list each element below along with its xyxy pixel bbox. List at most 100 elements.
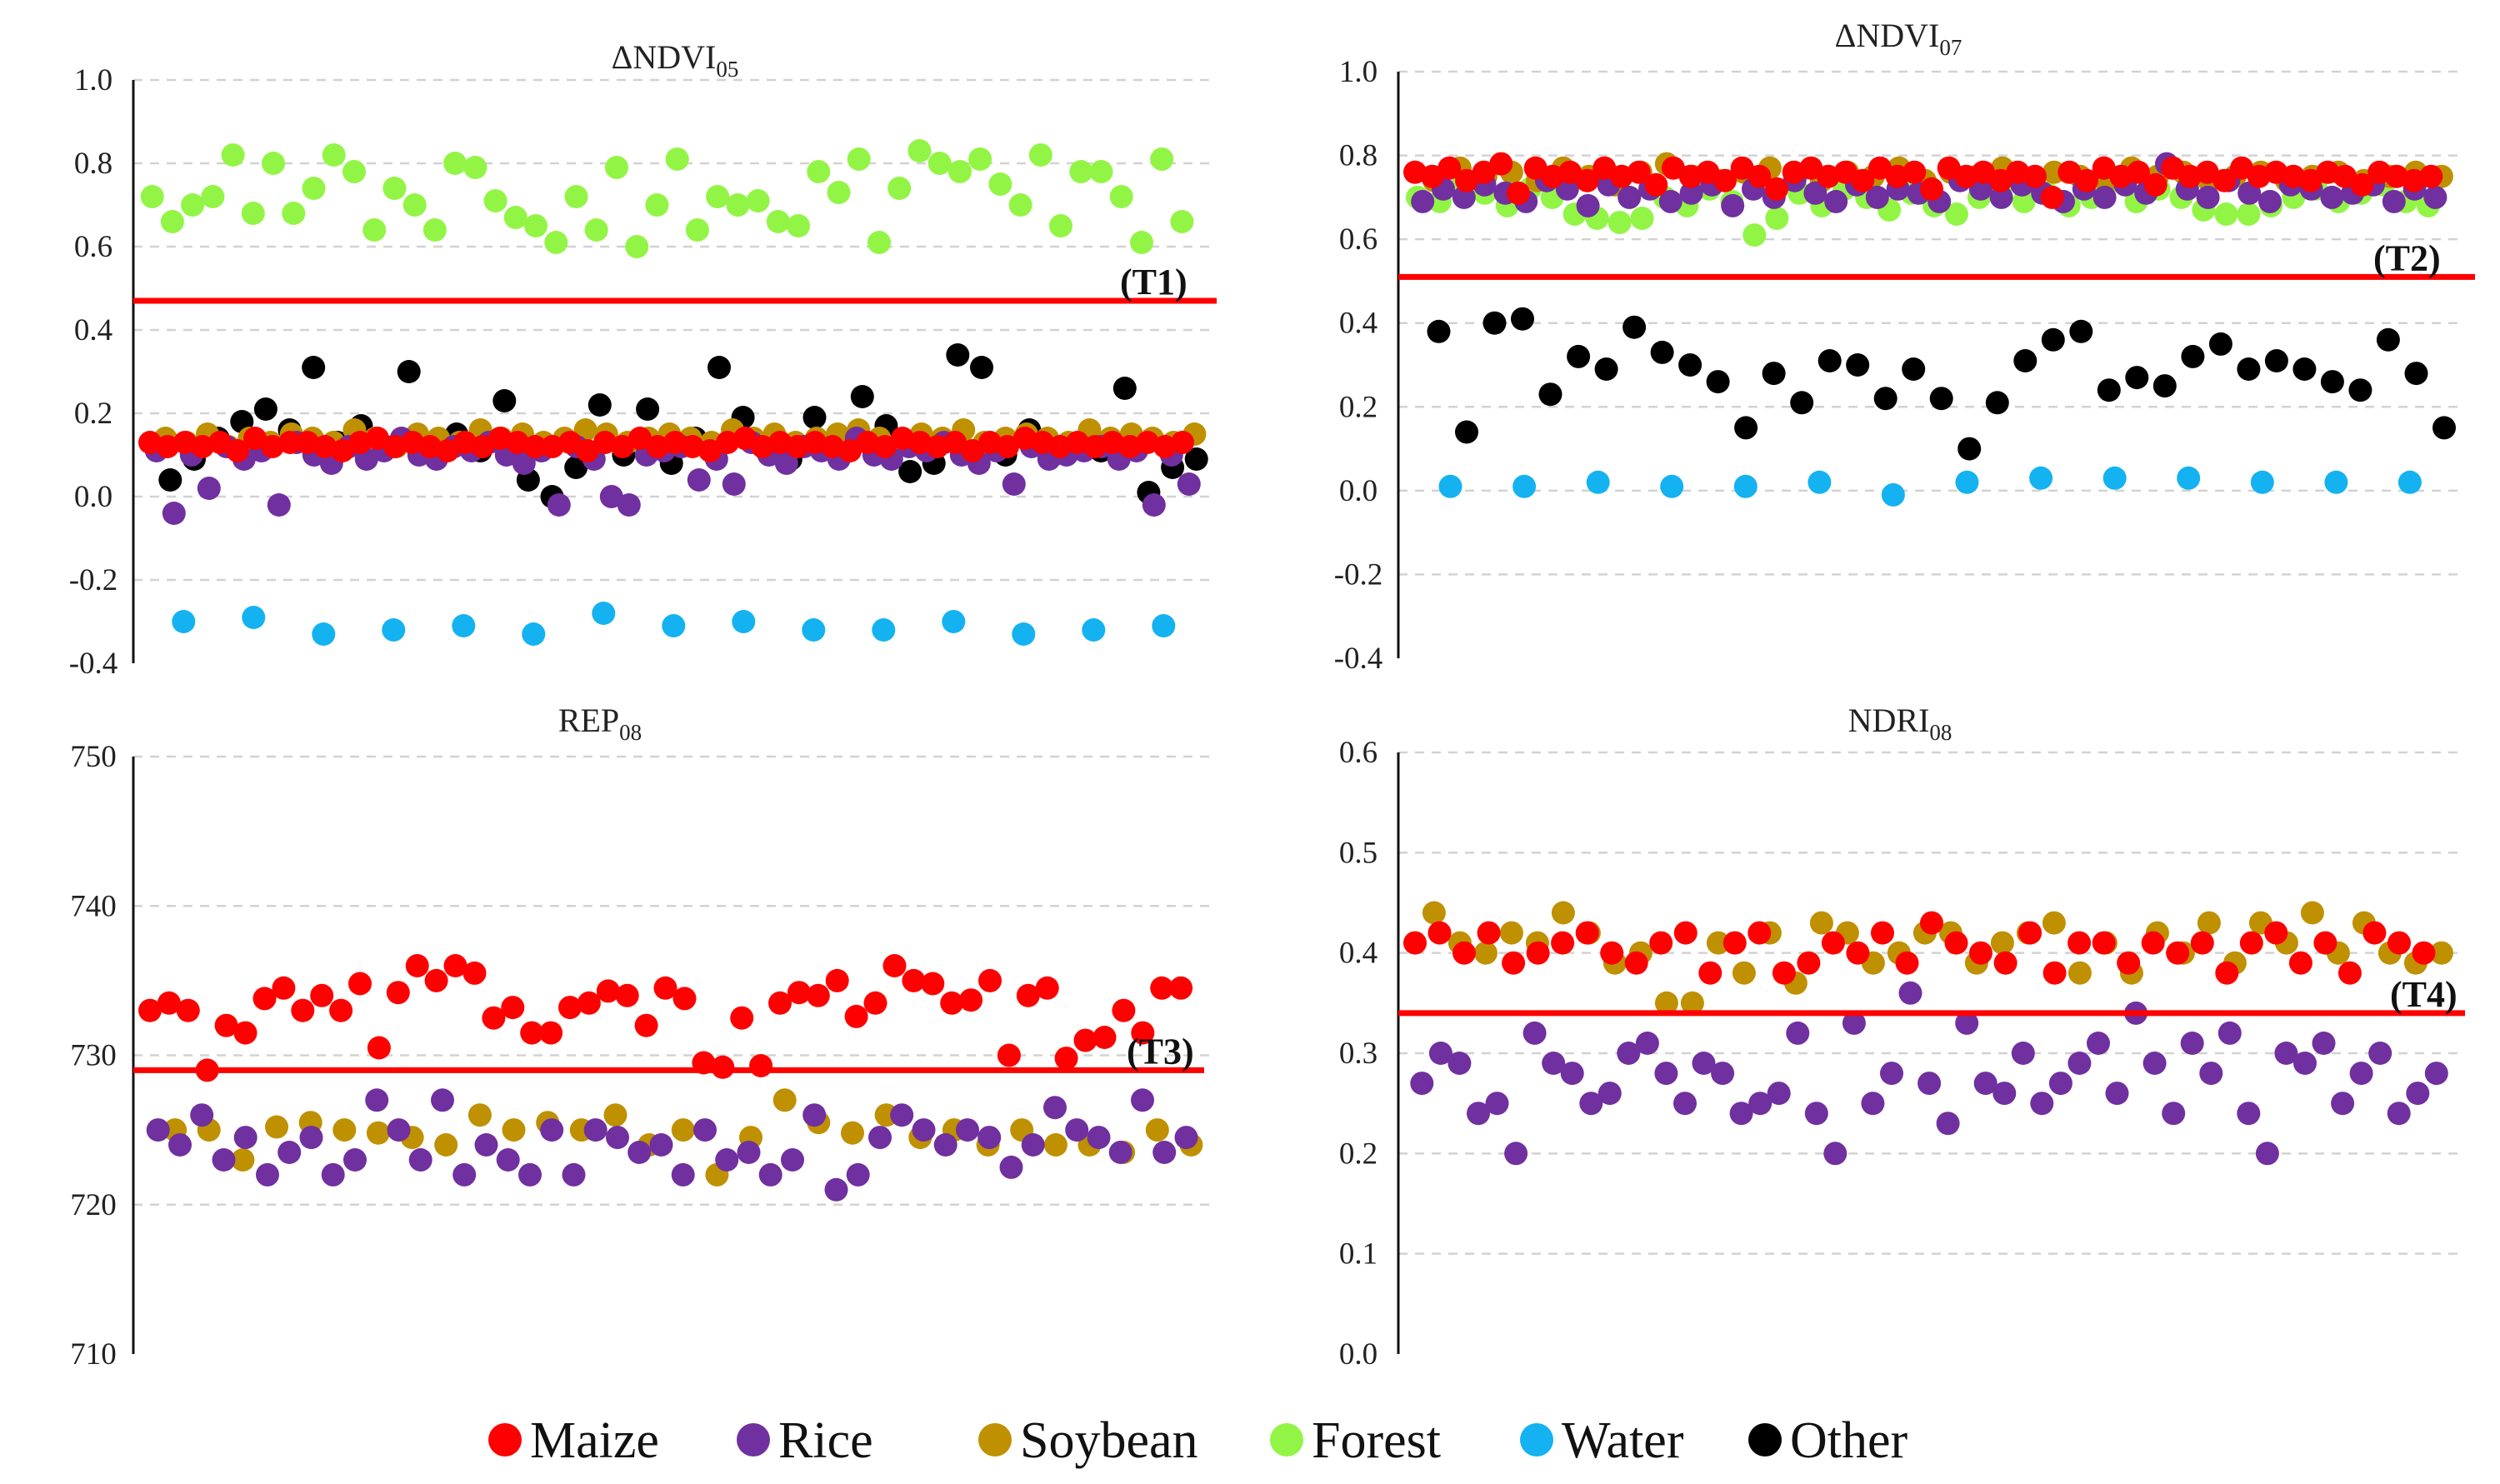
data-point-forest [1008, 193, 1032, 217]
data-point-other [1706, 370, 1730, 394]
data-point-soybean [1145, 1118, 1169, 1142]
data-point-soybean [2068, 961, 2092, 985]
data-point-rice [518, 1162, 542, 1187]
data-point-other [2152, 374, 2177, 398]
data-point-maize [1153, 435, 1177, 458]
data-point-maize [2215, 961, 2239, 985]
chart-title-main: NDRI [1848, 702, 1930, 739]
data-point-maize [628, 427, 652, 450]
data-point-rice [387, 1118, 411, 1142]
data-point-rice [1786, 1021, 1810, 1045]
data-point-other [2348, 378, 2372, 402]
data-point-maize [386, 981, 410, 1005]
data-point-rice [1411, 189, 1435, 213]
data-point-other [708, 356, 731, 379]
data-point-forest [241, 202, 265, 225]
data-point-other [1678, 353, 1702, 377]
data-point-soybean [231, 1148, 255, 1172]
data-point-maize [902, 968, 926, 992]
data-point-rice [1618, 185, 1642, 209]
data-point-forest [524, 214, 548, 237]
y-tick-label: -0.4 [69, 647, 118, 681]
data-point-other [946, 343, 970, 367]
data-point-forest [766, 210, 790, 233]
chart-title-main: ΔNDVI [1835, 17, 1940, 54]
data-point-forest [322, 143, 346, 167]
legend-label: Soybean [1020, 1412, 1198, 1469]
data-point-maize [1748, 164, 1772, 188]
data-point-maize [278, 431, 302, 454]
data-point-maize [1016, 983, 1040, 1007]
data-point-maize [138, 998, 162, 1022]
data-point-rice [2142, 1052, 2167, 1075]
data-point-other [1846, 353, 1870, 377]
chart-title: REP08 [558, 702, 642, 745]
data-point-rice [2387, 1102, 2411, 1126]
data-point-rice [1174, 1126, 1198, 1150]
data-point-forest [1765, 207, 1789, 230]
chart-panel-p1: -0.4 -0.2 0.0 0.2 0.4 0.6 0.8 1.0 ΔNDVI05 (T1) [69, 38, 1217, 681]
data-point-maize [1851, 168, 1875, 192]
data-point-maize [2117, 951, 2141, 975]
data-point-forest [422, 218, 447, 242]
data-point-maize [1868, 156, 1892, 180]
data-point-forest [625, 235, 649, 258]
data-point-maize [1600, 941, 1624, 965]
data-point-forest [1130, 231, 1153, 254]
data-point-maize [863, 991, 888, 1015]
data-point-maize [1772, 961, 1796, 985]
data-point-rice [146, 1118, 170, 1142]
data-point-rice [2105, 1082, 2129, 1106]
data-point-rice [868, 1126, 892, 1150]
data-point-maize [1526, 941, 1550, 965]
data-point-rice [1673, 1092, 1697, 1116]
data-point-other [2237, 357, 2261, 381]
data-point-soybean [265, 1115, 288, 1139]
data-point-rice [628, 1141, 652, 1164]
data-point-maize [787, 981, 811, 1005]
data-point-other [2125, 366, 2149, 390]
data-point-maize [1455, 168, 1478, 192]
data-point-maize [611, 435, 634, 458]
data-point-maize [908, 431, 932, 454]
data-point-soybean [772, 1088, 797, 1112]
data-point-maize [1944, 931, 1968, 955]
data-point-forest [665, 147, 689, 171]
chart-title: ΔNDVI07 [1835, 17, 1962, 60]
data-point-rice [496, 1148, 520, 1172]
chart-title: ΔNDVI05 [612, 38, 739, 82]
data-point-maize [191, 435, 214, 458]
data-point-forest [382, 177, 407, 200]
data-point-maize [891, 427, 914, 450]
legend-item-other: Other [1748, 1412, 1908, 1469]
data-point-maize [331, 439, 354, 462]
legend-label: Other [1790, 1412, 1908, 1469]
data-point-rice [233, 1126, 258, 1150]
data-point-forest [847, 147, 871, 171]
data-point-maize [1575, 168, 1599, 192]
data-point-rice [1721, 193, 1745, 217]
data-point-forest [1170, 210, 1194, 233]
data-point-rice [671, 1162, 695, 1187]
data-point-maize [730, 1006, 754, 1030]
data-point-maize [803, 431, 827, 454]
data-point-soybean [2429, 941, 2453, 965]
data-point-maize [261, 435, 284, 458]
data-point-other [2097, 378, 2121, 402]
y-tick-label: 0.2 [1339, 390, 1378, 424]
data-point-soybean [2042, 911, 2066, 935]
data-point-maize [2338, 961, 2362, 985]
data-point-other [636, 397, 660, 421]
data-point-rice [1865, 185, 1889, 209]
data-point-maize [1073, 1028, 1098, 1052]
data-point-maize [2333, 164, 2357, 188]
data-point-water [1012, 622, 1036, 646]
data-point-maize [2362, 921, 2387, 945]
y-tick-label: 0.1 [1339, 1237, 1378, 1272]
data-point-maize [1902, 160, 1927, 184]
data-point-maize [1713, 168, 1737, 192]
data-point-soybean [434, 1133, 458, 1157]
data-point-maize [1502, 951, 1526, 975]
data-point-rice [1504, 1142, 1528, 1166]
